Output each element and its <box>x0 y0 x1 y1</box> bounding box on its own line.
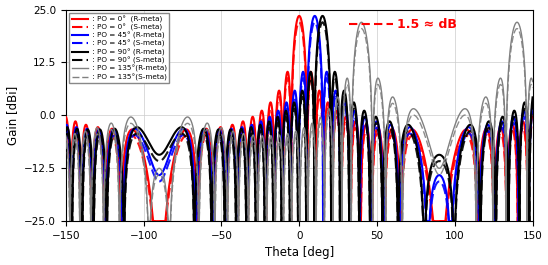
Text: 1.5 ≈ dB: 1.5 ≈ dB <box>397 18 457 31</box>
Y-axis label: Gain [dBi]: Gain [dBi] <box>5 86 19 145</box>
Legend:  : PO = 0°  (R-meta),  : PO = 0°  (S-meta),  : PO = 45° (R-meta),  : PO = 45° (S: : PO = 0° (R-meta), : PO = 0° (S-meta), … <box>70 13 169 83</box>
X-axis label: Theta [deg]: Theta [deg] <box>265 246 334 259</box>
